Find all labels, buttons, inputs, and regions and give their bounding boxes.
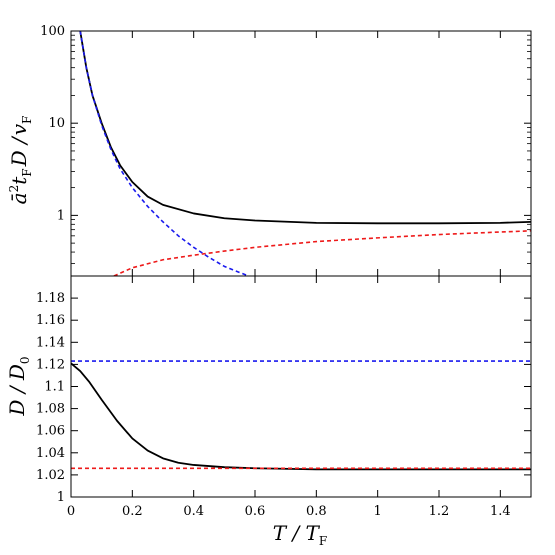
top-y-tick-label-1: 10 xyxy=(48,116,65,131)
x-tick-label-6: 1.2 xyxy=(429,504,450,519)
top-y-tick-label-2: 100 xyxy=(40,24,65,39)
bottom-panel-ticks: 0 0.2 0.4 0.6 0.8 1 1.2 1.4 1 1.02 1.04 1.06 1.08 1.1… xyxy=(36,276,531,519)
x-tick-label-3: 0.6 xyxy=(245,504,266,519)
x-tick-label-4: 0.8 xyxy=(306,504,327,519)
top-panel-frame xyxy=(70,30,532,277)
bottom-y-tick-label-8: 1.16 xyxy=(36,313,65,328)
x-tick-label-5: 1 xyxy=(374,504,382,519)
top-series-0-line xyxy=(79,31,531,225)
bottom-y-tick-label-4: 1.08 xyxy=(36,402,65,417)
bottom-y-tick-label-5: 1.1 xyxy=(44,380,65,395)
top-panel-curves xyxy=(79,31,531,276)
bottom-panel-frame xyxy=(70,275,532,498)
x-tick-label-2: 0.4 xyxy=(183,504,204,519)
bottom-y-tick-label-7: 1.14 xyxy=(36,335,65,350)
top-panel: 1 10 100 ā2tFD /vF xyxy=(7,24,532,277)
bottom-y-tick-label-9: 1.18 xyxy=(36,291,65,306)
x-tick-label-7: 1.4 xyxy=(490,504,511,519)
x-tick-label-1: 0.2 xyxy=(122,504,143,519)
bottom-y-tick-label-0: 1 xyxy=(57,490,65,505)
bottom-series-0-line xyxy=(71,362,531,471)
top-panel-ticks: 1 10 100 xyxy=(40,24,531,276)
top-series-2-line xyxy=(113,230,531,276)
top-y-tick-label-0: 1 xyxy=(57,208,65,223)
bottom-y-axis-label: D / D0 xyxy=(5,356,32,416)
bottom-panel: 0 0.2 0.4 0.6 0.8 1 1.2 1.4 1 1.02 1.04 1.06 1.08 1.1… xyxy=(5,275,532,548)
bottom-panel-curves xyxy=(71,360,531,471)
bottom-y-tick-label-3: 1.06 xyxy=(36,424,65,439)
top-y-axis-label: ā2tFD /vF xyxy=(7,116,34,205)
bottom-y-tick-label-6: 1.12 xyxy=(36,357,65,372)
x-tick-label-0: 0 xyxy=(67,504,75,519)
bottom-y-tick-label-1: 1.02 xyxy=(36,468,65,483)
top-series-1-line xyxy=(79,31,250,276)
x-axis-label: T / TF xyxy=(273,521,327,548)
bottom-y-tick-label-2: 1.04 xyxy=(36,446,65,461)
